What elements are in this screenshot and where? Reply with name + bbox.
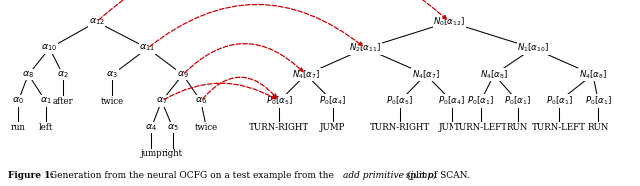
Text: $\alpha_{0}$: $\alpha_{0}$ xyxy=(12,96,24,106)
Text: $\alpha_{4}$: $\alpha_{4}$ xyxy=(145,122,157,133)
Text: twice: twice xyxy=(195,123,218,132)
Text: $P_0[\alpha_{1}]$: $P_0[\alpha_{1}]$ xyxy=(467,95,494,107)
Text: after: after xyxy=(52,97,73,105)
Text: $\alpha_{9}$: $\alpha_{9}$ xyxy=(177,69,189,80)
Text: $P_0[\alpha_{1}]$: $P_0[\alpha_{1}]$ xyxy=(585,95,612,107)
Text: TURN-RIGHT: TURN-RIGHT xyxy=(370,123,430,132)
Text: $P_0[\alpha_{1}]$: $P_0[\alpha_{1}]$ xyxy=(504,95,531,107)
Text: $\alpha_{7}$: $\alpha_{7}$ xyxy=(156,96,168,106)
Text: TURN-RIGHT: TURN-RIGHT xyxy=(249,123,309,132)
Text: $\alpha_{8}$: $\alpha_{8}$ xyxy=(22,69,35,80)
Text: $P_0[\alpha_{1}]$: $P_0[\alpha_{1}]$ xyxy=(545,95,573,107)
Text: $\alpha_{3}$: $\alpha_{3}$ xyxy=(106,69,118,80)
Text: $N_1[\alpha_{10}]$: $N_1[\alpha_{10}]$ xyxy=(517,42,549,54)
Text: $\alpha_{5}$: $\alpha_{5}$ xyxy=(166,122,179,133)
Text: $N_4[\alpha_{8}]$: $N_4[\alpha_{8}]$ xyxy=(480,68,508,81)
Text: $\alpha_{11}$: $\alpha_{11}$ xyxy=(140,43,156,54)
Text: $N_4[\alpha_{7}]$: $N_4[\alpha_{7}]$ xyxy=(412,68,440,81)
Text: TURN-LEFT: TURN-LEFT xyxy=(532,123,586,132)
Text: $\alpha_{6}$: $\alpha_{6}$ xyxy=(195,96,207,106)
Text: jump: jump xyxy=(141,149,163,158)
Text: split of SCAN.: split of SCAN. xyxy=(403,171,470,180)
Text: right: right xyxy=(162,149,183,158)
Text: left: left xyxy=(38,123,52,132)
Text: add primitive (jump): add primitive (jump) xyxy=(343,171,436,180)
Text: $N_4[\alpha_{7}]$: $N_4[\alpha_{7}]$ xyxy=(292,68,320,81)
Text: TURN-LEFT: TURN-LEFT xyxy=(454,123,508,132)
Text: Figure 1:: Figure 1: xyxy=(8,171,54,180)
Text: RUN: RUN xyxy=(507,123,528,132)
Text: $\alpha_{12}$: $\alpha_{12}$ xyxy=(88,17,104,27)
Text: $N_2[\alpha_{11}]$: $N_2[\alpha_{11}]$ xyxy=(349,42,381,54)
Text: $N_0[\alpha_{12}]$: $N_0[\alpha_{12}]$ xyxy=(433,16,465,28)
Text: $\alpha_{10}$: $\alpha_{10}$ xyxy=(42,43,58,54)
Text: $P_0[\alpha_{4}]$: $P_0[\alpha_{4}]$ xyxy=(438,95,465,107)
Text: $P_0[\alpha_{5}]$: $P_0[\alpha_{5}]$ xyxy=(266,95,292,107)
Text: run: run xyxy=(11,123,26,132)
Text: RUN: RUN xyxy=(588,123,609,132)
Text: JUMP: JUMP xyxy=(320,123,345,132)
Text: twice: twice xyxy=(100,97,124,105)
Text: JUMP: JUMP xyxy=(439,123,465,132)
Text: $P_0[\alpha_{5}]$: $P_0[\alpha_{5}]$ xyxy=(387,95,413,107)
Text: $P_0[\alpha_{4}]$: $P_0[\alpha_{4}]$ xyxy=(319,95,346,107)
Text: Generation from the neural OCFG on a test example from the: Generation from the neural OCFG on a tes… xyxy=(47,171,337,180)
Text: $\alpha_{1}$: $\alpha_{1}$ xyxy=(40,96,51,106)
Text: $\alpha_{2}$: $\alpha_{2}$ xyxy=(57,69,68,80)
Text: $N_4[\alpha_{8}]$: $N_4[\alpha_{8}]$ xyxy=(579,68,607,81)
